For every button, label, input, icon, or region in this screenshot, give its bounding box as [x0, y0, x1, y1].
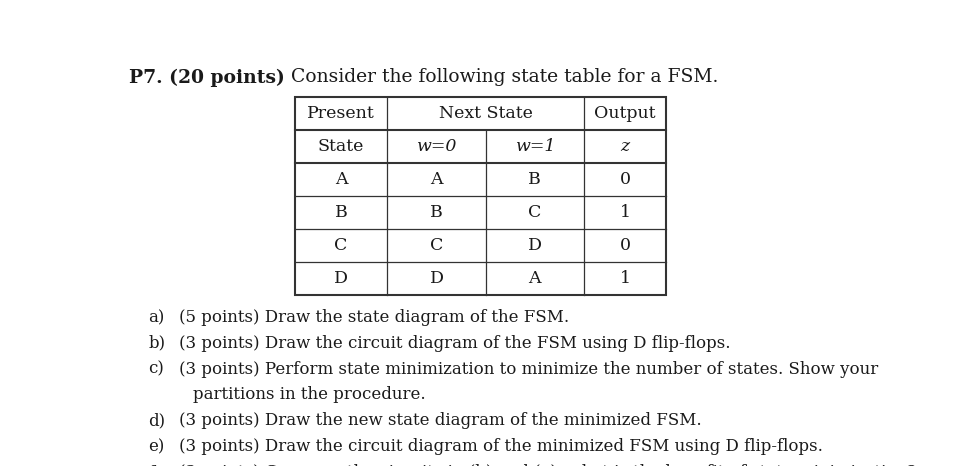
Text: C: C — [335, 237, 348, 254]
Text: C: C — [528, 204, 542, 221]
Text: (3 points) Draw the circuit diagram of the FSM using D flip-flops.: (3 points) Draw the circuit diagram of t… — [179, 335, 731, 352]
Text: A: A — [431, 171, 443, 188]
Text: B: B — [528, 171, 541, 188]
Text: A: A — [528, 270, 541, 287]
Text: B: B — [335, 204, 347, 221]
Text: 1: 1 — [620, 204, 630, 221]
Text: a): a) — [148, 309, 165, 326]
Text: f): f) — [148, 464, 161, 466]
Text: 0: 0 — [620, 171, 630, 188]
Text: D: D — [527, 237, 542, 254]
Text: w=0: w=0 — [416, 138, 456, 155]
Text: Present: Present — [307, 105, 375, 122]
Text: w=1: w=1 — [515, 138, 555, 155]
Text: (3 points) Draw the circuit diagram of the minimized FSM using D flip-flops.: (3 points) Draw the circuit diagram of t… — [179, 438, 823, 455]
Text: z: z — [620, 138, 629, 155]
Text: (3 points) Perform state minimization to minimize the number of states. Show you: (3 points) Perform state minimization to… — [179, 361, 878, 377]
Text: Output: Output — [595, 105, 656, 122]
Text: 0: 0 — [620, 237, 630, 254]
Text: Consider the following state table for a FSM.: Consider the following state table for a… — [285, 69, 718, 87]
Text: P7. (20 points): P7. (20 points) — [129, 69, 285, 87]
Text: e): e) — [148, 438, 165, 455]
Text: D: D — [334, 270, 348, 287]
Text: d): d) — [148, 412, 165, 429]
Text: (5 points) Draw the state diagram of the FSM.: (5 points) Draw the state diagram of the… — [179, 309, 570, 326]
Text: 1: 1 — [620, 270, 630, 287]
Text: B: B — [431, 204, 443, 221]
Bar — [294, 97, 667, 295]
Text: b): b) — [148, 335, 165, 352]
Text: A: A — [335, 171, 347, 188]
Text: (3 points) Compare the circuits in (b) and (e), what is the benefit of state min: (3 points) Compare the circuits in (b) a… — [179, 464, 917, 466]
Text: (3 points) Draw the new state diagram of the minimized FSM.: (3 points) Draw the new state diagram of… — [179, 412, 702, 429]
Text: Next State: Next State — [438, 105, 532, 122]
Text: partitions in the procedure.: partitions in the procedure. — [193, 386, 426, 404]
Text: D: D — [430, 270, 444, 287]
Text: C: C — [430, 237, 443, 254]
Text: c): c) — [148, 361, 164, 377]
Text: State: State — [317, 138, 364, 155]
